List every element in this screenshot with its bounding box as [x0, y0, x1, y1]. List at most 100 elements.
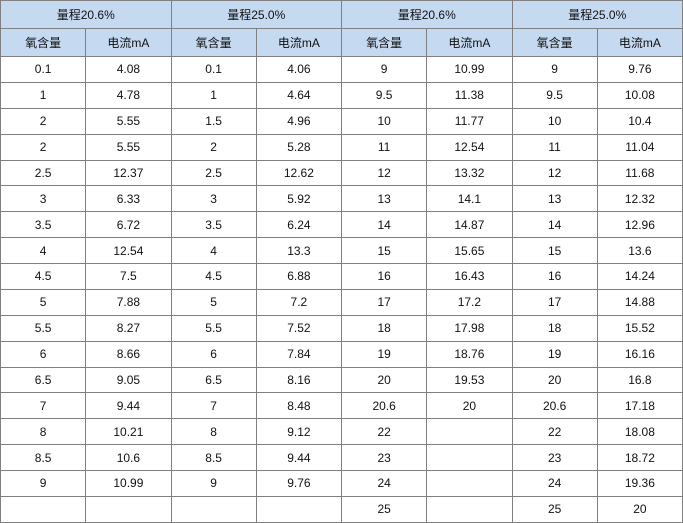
range-header-3: 量程25.0%	[511, 0, 683, 29]
table-cell: 5.55	[85, 133, 172, 161]
table-cell: 6	[170, 340, 257, 368]
table-cell: 15.65	[426, 237, 513, 264]
table-cell: 16	[511, 263, 598, 290]
table-cell: 6.5	[170, 366, 257, 394]
table-cell: 7.84	[255, 340, 343, 368]
table-cell: 9.44	[255, 444, 343, 471]
table-cell: 19	[511, 340, 598, 368]
table-cell: 20	[340, 366, 428, 394]
table-cell: 20	[596, 495, 683, 523]
table-row: 3 6.33 3 5.92 13 14.1 13 12.32	[0, 185, 683, 213]
current-ma-header-3: 电流mA	[596, 28, 683, 57]
range-header-1: 量程25.0%	[170, 0, 342, 29]
table-cell: 9.76	[596, 56, 683, 83]
table-cell: 11.68	[596, 159, 683, 187]
table-cell: 16.16	[596, 340, 683, 368]
table-cell: 10	[511, 107, 598, 135]
table-cell: 10.99	[85, 470, 172, 497]
table-cell: 13.6	[596, 237, 683, 264]
table-cell: 2	[0, 107, 87, 135]
table-cell: 12.37	[85, 159, 172, 187]
table-cell: 7.2	[255, 288, 343, 316]
table-cell: 8.48	[255, 392, 343, 420]
table-cell: 13.3	[255, 237, 343, 264]
table-cell: 16.8	[596, 366, 683, 394]
table-cell: 6.88	[255, 263, 343, 290]
table-cell: 3.5	[0, 211, 87, 239]
table-cell: 25	[511, 495, 598, 523]
current-ma-header-1: 电流mA	[255, 28, 343, 57]
table-cell: 9	[340, 56, 428, 83]
oxygen-content-header-0: 氧含量	[0, 28, 87, 57]
table-cell: 12	[340, 159, 428, 187]
table-cell: 13	[340, 185, 428, 213]
table-cell: 10.6	[85, 444, 172, 471]
table-cell: 14.88	[596, 288, 683, 316]
table-cell	[85, 495, 172, 523]
table-cell: 25	[340, 495, 428, 523]
table-row: 6 8.66 6 7.84 19 18.76 19 16.16	[0, 340, 683, 368]
table-cell: 8.16	[255, 366, 343, 394]
table-cell: 5	[0, 288, 87, 316]
table-cell: 15.52	[596, 314, 683, 342]
table-row: 0.1 4.08 0.1 4.06 9 10.99 9 9.76	[0, 56, 683, 83]
table-cell: 17	[340, 288, 428, 316]
table-cell: 19.53	[426, 366, 513, 394]
table-cell: 4.06	[255, 56, 343, 83]
oxygen-content-header-2: 氧含量	[340, 28, 428, 57]
table-cell: 10.08	[596, 81, 683, 109]
table-cell: 0.1	[0, 56, 87, 83]
table-cell: 8.5	[170, 444, 257, 471]
table-cell: 7.5	[85, 263, 172, 290]
table-cell: 13.32	[426, 159, 513, 187]
table-cell: 9.12	[255, 418, 343, 446]
range-header-0: 量程20.6%	[0, 0, 172, 29]
table-cell: 9	[511, 56, 598, 83]
table-row: 8 10.21 8 9.12 22 22 18.08	[0, 418, 683, 446]
current-ma-header-2: 电流mA	[426, 28, 513, 57]
table-cell: 4	[170, 237, 257, 264]
table-cell: 5.28	[255, 133, 343, 161]
table-cell: 10.99	[426, 56, 513, 83]
table-cell: 20	[426, 392, 513, 420]
table-cell	[170, 495, 257, 523]
table-cell: 5.5	[170, 314, 257, 342]
table-cell	[426, 495, 513, 523]
table-header: 量程20.6% 量程25.0% 量程20.6% 量程25.0% 氧含量 电流mA 氧含量电…	[0, 0, 683, 57]
table-cell: 19.36	[596, 470, 683, 497]
table-cell: 23	[511, 444, 598, 471]
table-cell: 1	[0, 81, 87, 109]
table-cell: 9.44	[85, 392, 172, 420]
table-cell: 14.24	[596, 263, 683, 290]
table-cell: 20.6	[511, 392, 598, 420]
table-cell	[0, 495, 87, 523]
table-cell: 12.54	[85, 237, 172, 264]
table-cell	[426, 444, 513, 471]
table-cell: 12	[511, 159, 598, 187]
table-cell: 22	[511, 418, 598, 446]
table-cell: 10.21	[85, 418, 172, 446]
table-row: 6.5 9.05 6.5 8.16 20 19.53 20 16.8	[0, 366, 683, 394]
table-cell: 6.24	[255, 211, 343, 239]
table-cell: 2.5	[0, 159, 87, 187]
table-cell: 4	[0, 237, 87, 264]
table-cell: 14.87	[426, 211, 513, 239]
table-cell: 24	[511, 470, 598, 497]
table-cell: 3.5	[170, 211, 257, 239]
table-cell: 17.2	[426, 288, 513, 316]
table-cell: 7	[170, 392, 257, 420]
table-row: 2.5 12.37 2.5 12.62 12 13.32 12 11.68	[0, 159, 683, 187]
table-cell: 8.27	[85, 314, 172, 342]
table-cell: 9.5	[511, 81, 598, 109]
table-row: 7 9.44 7 8.48 20.6 20 20.6 17.18	[0, 392, 683, 420]
table-cell: 11.38	[426, 81, 513, 109]
table-row: 5.5 8.27 5.5 7.52 18 17.98 18 15.52	[0, 314, 683, 342]
table-cell: 18.08	[596, 418, 683, 446]
table-cell: 14	[511, 211, 598, 239]
table-cell: 7.52	[255, 314, 343, 342]
table-cell: 11	[511, 133, 598, 161]
table-cell: 16	[340, 263, 428, 290]
table-cell: 12.96	[596, 211, 683, 239]
table-cell: 12.54	[426, 133, 513, 161]
